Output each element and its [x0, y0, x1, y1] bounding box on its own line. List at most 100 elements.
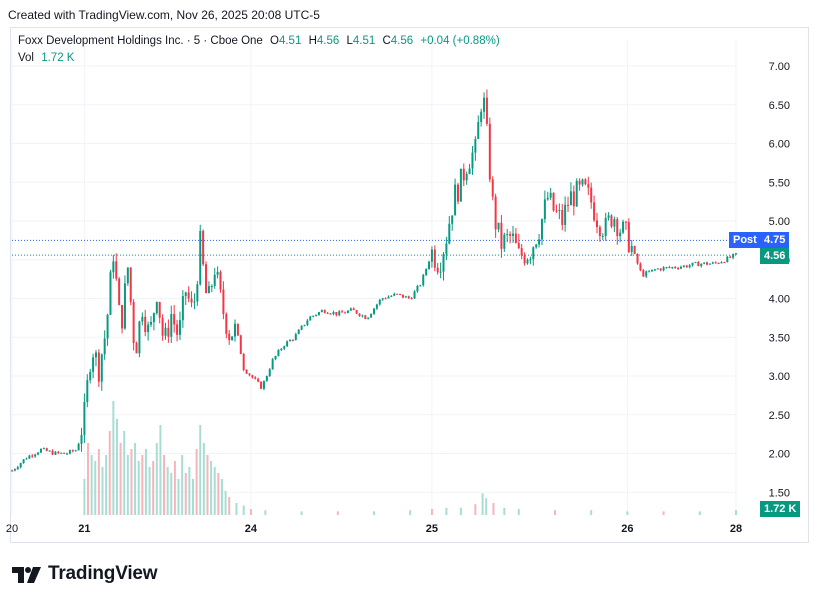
volume-bar: [492, 503, 495, 515]
candle-body: [83, 402, 86, 435]
candle-body: [622, 221, 625, 233]
volume-bar: [137, 461, 140, 515]
candle-body: [361, 315, 364, 317]
candle-body: [239, 335, 242, 355]
candle-body: [358, 313, 361, 317]
volume-bar: [188, 467, 191, 515]
volume-bar: [202, 443, 205, 515]
volume-bar: [662, 511, 665, 515]
volume-bar: [83, 479, 86, 515]
candle-body: [25, 458, 28, 460]
candle-body: [222, 289, 225, 314]
candle-body: [326, 312, 329, 314]
candle-body: [619, 232, 622, 237]
candle-body: [303, 324, 306, 326]
volume-bar: [148, 467, 151, 515]
candle-body: [196, 284, 199, 302]
volume-bar: [108, 431, 111, 515]
candle-body: [636, 253, 639, 264]
candle-body: [624, 221, 627, 223]
candle-body: [410, 298, 413, 300]
candle-body: [575, 180, 578, 207]
candle-body: [662, 267, 665, 271]
candle-body: [150, 322, 153, 325]
volume-bar: [87, 443, 90, 515]
volume-bar: [517, 509, 520, 515]
volume-bar: [97, 449, 100, 515]
candle-body: [480, 111, 483, 122]
volume-bar: [626, 511, 629, 515]
candle-body: [11, 470, 13, 472]
candle-body: [306, 320, 309, 325]
candle-body: [535, 244, 538, 248]
candle-body: [700, 263, 703, 267]
candle-body: [300, 325, 303, 330]
volume-bar: [373, 511, 375, 515]
candle-body: [158, 302, 161, 318]
candle-body: [607, 215, 610, 218]
candle-body: [378, 299, 381, 305]
volume-bar: [170, 473, 173, 515]
candle-body: [729, 256, 732, 258]
candle-body: [459, 168, 462, 202]
candle-body: [558, 210, 561, 212]
candle-body: [274, 355, 277, 360]
candle-body: [265, 376, 268, 382]
volume-label: Vol: [18, 52, 34, 64]
candle-body: [233, 323, 236, 337]
tradingview-logo-icon: [12, 567, 41, 583]
close-label: C: [382, 35, 391, 47]
candle-body: [546, 197, 549, 200]
candle-body: [123, 283, 126, 329]
volume-bar: [130, 449, 133, 515]
candle-body: [604, 217, 607, 236]
candle-body: [126, 267, 129, 284]
candle-body: [428, 261, 431, 269]
candle-body: [103, 338, 106, 355]
candle-body: [271, 359, 274, 370]
candle-body: [590, 187, 593, 203]
volume-bar: [195, 449, 198, 515]
candle-body: [155, 302, 158, 314]
candle-body: [561, 210, 564, 225]
high-label: H: [308, 35, 317, 47]
candle-body: [407, 296, 410, 299]
candle-body: [445, 243, 448, 255]
candle-body: [512, 233, 515, 236]
candle-body: [564, 204, 567, 225]
candle-body: [656, 268, 659, 270]
candle-body: [448, 223, 451, 244]
candle-body: [190, 298, 193, 303]
candle-body: [184, 292, 187, 297]
candle-body: [387, 296, 390, 299]
candle-body: [720, 262, 723, 264]
candle-body: [173, 314, 176, 325]
symbol-title: Foxx Development Holdings Inc. · 5 · Cbo…: [18, 35, 263, 47]
candle-body: [231, 336, 234, 341]
x-axis: 20 21 24 25 26 28: [6, 523, 742, 535]
candle-body: [396, 293, 399, 295]
volume-bar: [206, 455, 209, 515]
volume-bar: [163, 455, 166, 515]
x-tick-label: 20: [6, 523, 18, 535]
candle-body: [225, 313, 228, 334]
candle-body: [540, 219, 543, 240]
volume-bar: [485, 498, 488, 515]
candle-body: [251, 375, 254, 378]
candle-body: [338, 311, 341, 316]
candle-body: [674, 267, 677, 269]
volume-bar: [554, 510, 556, 515]
candle-body: [616, 219, 619, 237]
tradingview-logo[interactable]: TradingView: [12, 563, 158, 585]
volume-bar: [112, 401, 115, 515]
post-price-tag: 4.75: [760, 232, 790, 248]
volume-bar: [430, 509, 433, 515]
volume-bar: [336, 511, 339, 515]
candle-body: [31, 455, 34, 457]
volume-bar: [184, 473, 187, 515]
candle-body: [509, 234, 512, 236]
candle-body: [633, 245, 636, 254]
candle-body: [497, 222, 500, 230]
candle-body: [717, 262, 720, 264]
